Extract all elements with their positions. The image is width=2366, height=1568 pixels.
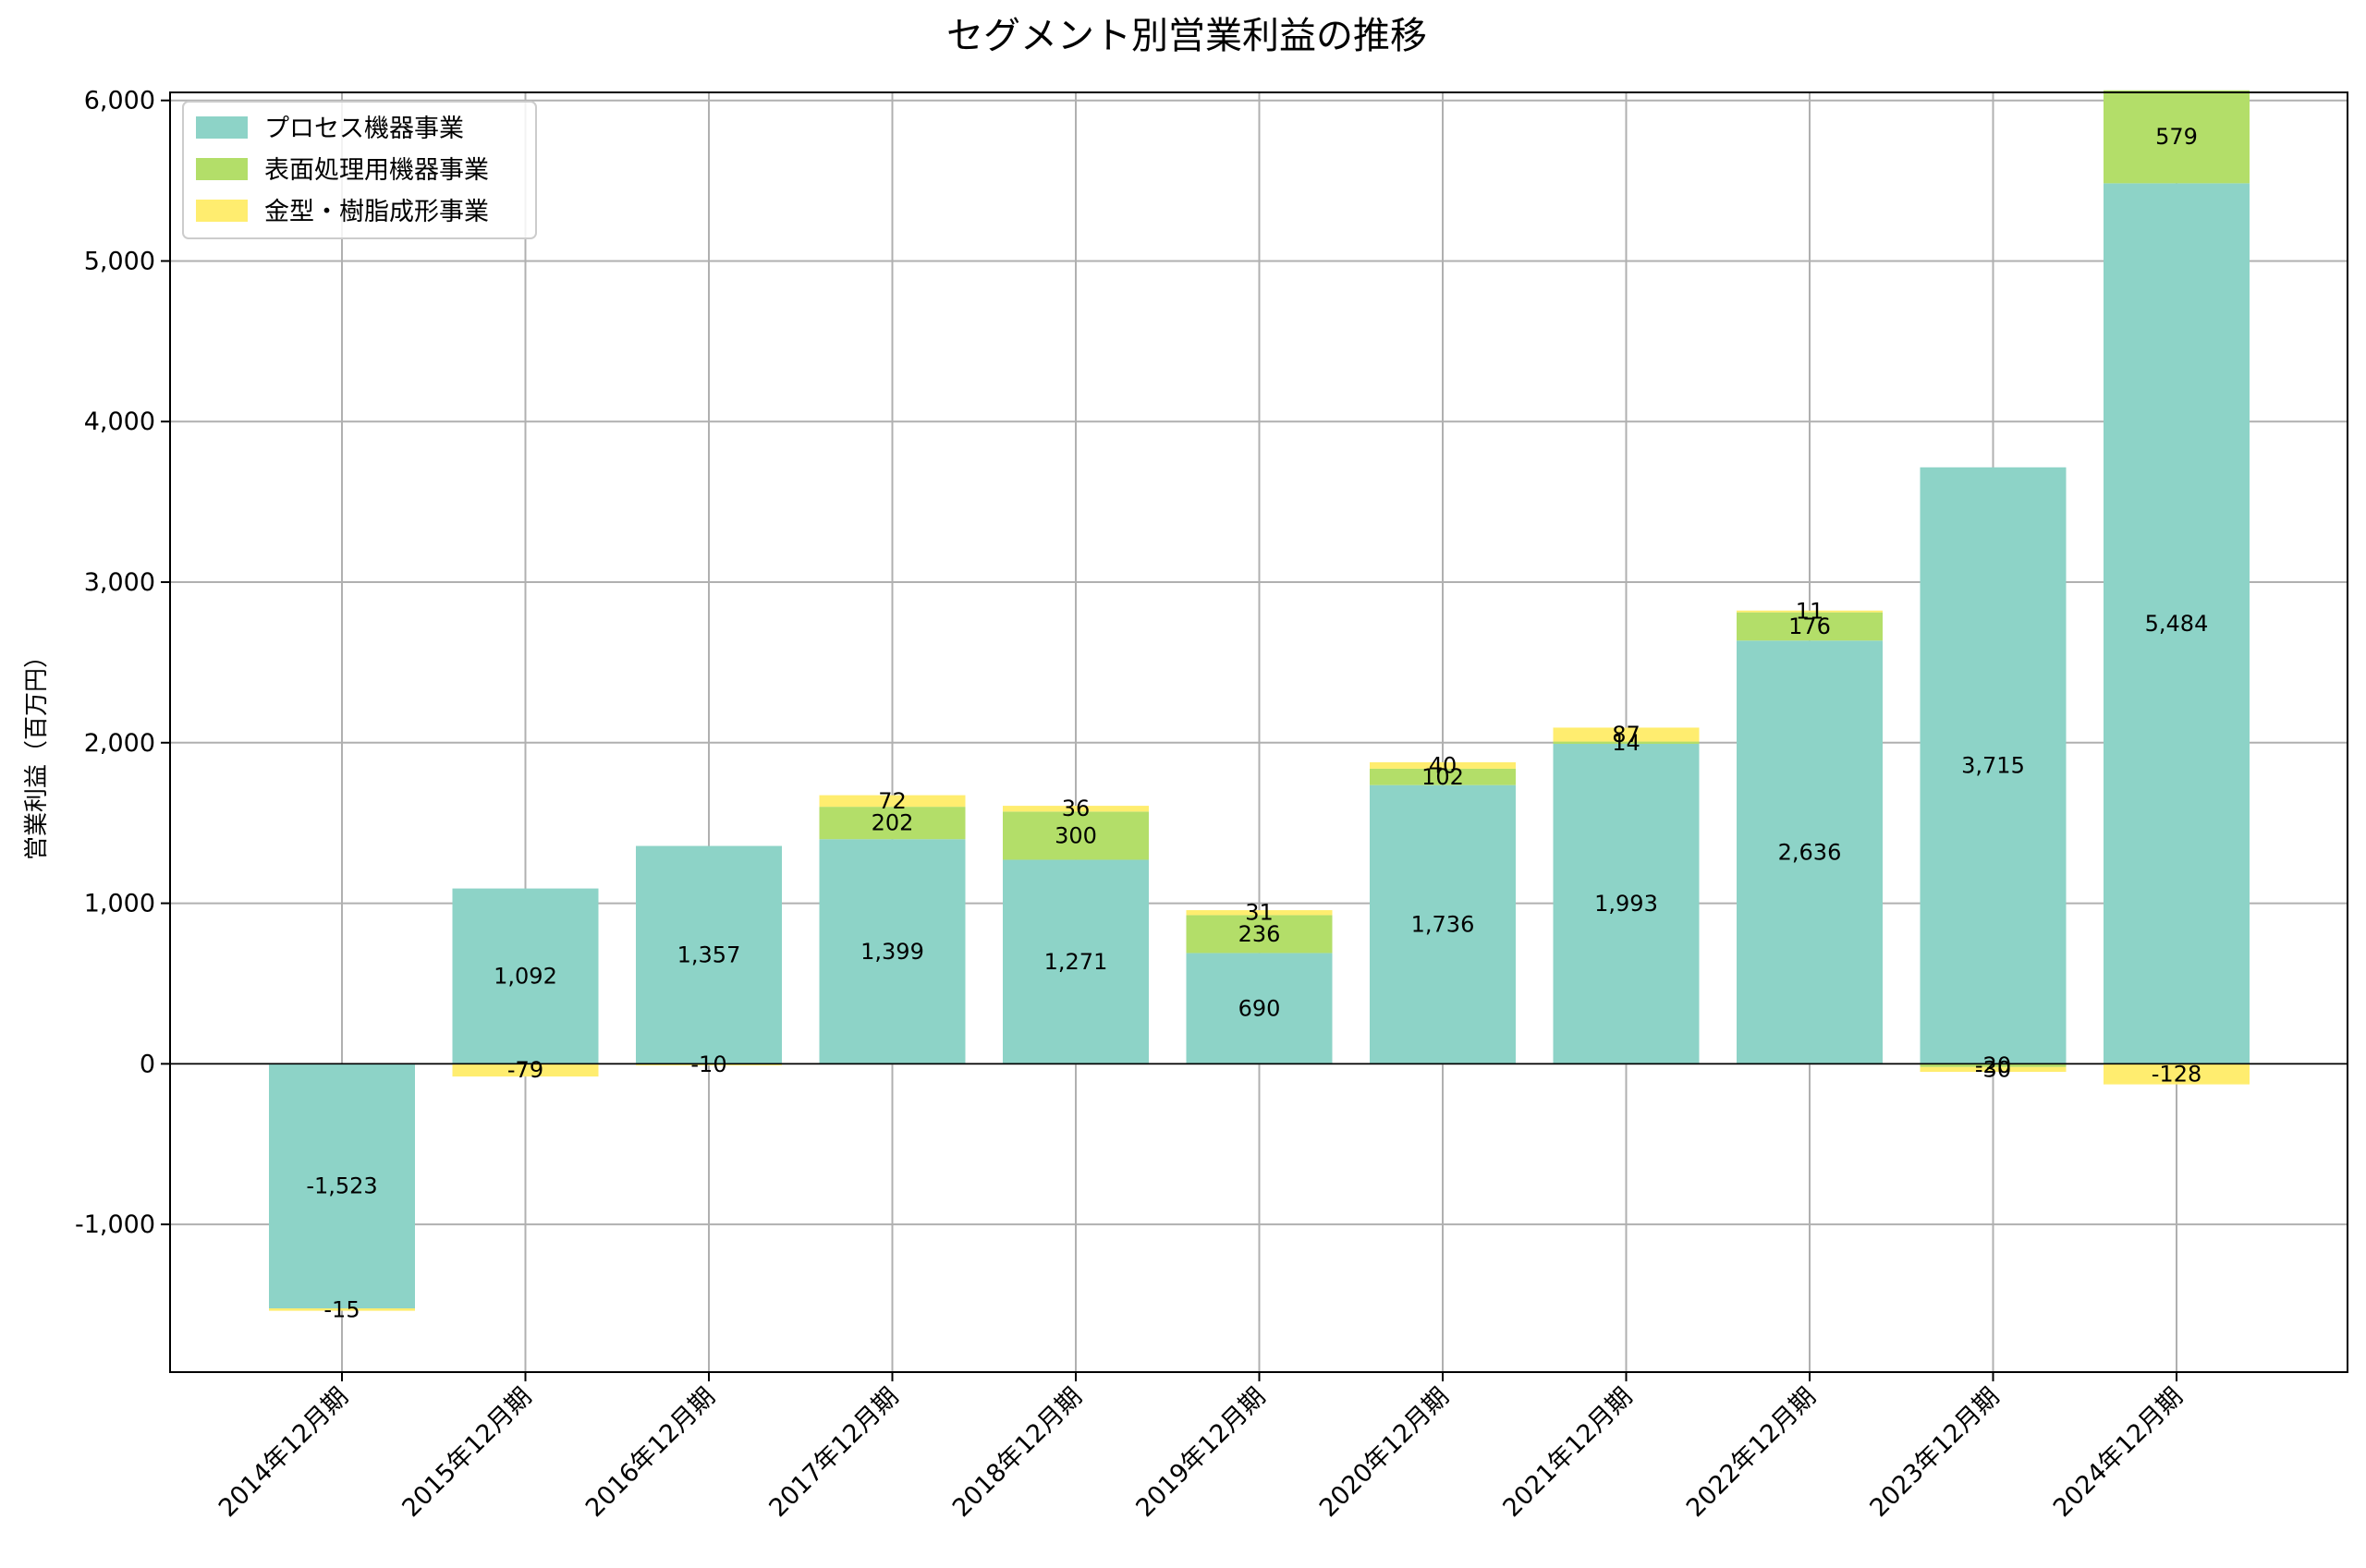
bar-segment — [2104, 90, 2250, 184]
data-label: 11 — [1796, 599, 1824, 625]
bar-segment — [452, 888, 599, 1064]
bar-segment — [819, 807, 966, 840]
bar-segment — [1920, 1064, 2067, 1067]
y-axis-label: 営業利益（百万円） — [23, 644, 51, 860]
data-label: 202 — [872, 810, 914, 836]
data-label: -10 — [690, 1051, 726, 1077]
x-tick-label: 2023年12月期 — [1864, 1382, 2005, 1523]
data-label: 690 — [1238, 995, 1281, 1021]
bar-segment — [269, 1308, 415, 1311]
x-tick-label: 2014年12月期 — [213, 1382, 354, 1523]
data-label: 2,636 — [1778, 839, 1842, 865]
bar-segment — [1920, 1066, 2067, 1073]
data-label: 5,484 — [2145, 611, 2209, 637]
y-tick-label: 1,000 — [84, 890, 155, 918]
data-label: -20 — [1975, 1052, 2011, 1078]
bar-segment — [452, 1064, 599, 1077]
bar-segment — [1186, 910, 1333, 916]
bar-segment — [1370, 768, 1516, 785]
y-tick-label: 5,000 — [84, 247, 155, 275]
bars-layer — [269, 90, 2250, 1311]
data-label: -15 — [323, 1296, 360, 1322]
legend-swatch — [196, 116, 248, 139]
x-tick-label: 2016年12月期 — [580, 1382, 721, 1523]
data-label: -79 — [507, 1057, 543, 1083]
x-tick-label: 2024年12月期 — [2048, 1382, 2189, 1523]
data-label: 1,357 — [677, 942, 741, 967]
bar-segment — [1186, 915, 1333, 954]
legend-swatch — [196, 158, 248, 180]
x-tick-label: 2017年12月期 — [763, 1382, 904, 1523]
data-label: 1,092 — [494, 963, 557, 989]
y-tick-label: 2,000 — [84, 729, 155, 758]
x-tick-label: 2022年12月期 — [1681, 1382, 1822, 1523]
data-label: -1,523 — [306, 1173, 377, 1199]
data-label: 300 — [1055, 822, 1097, 848]
bar-segment — [1553, 741, 1700, 745]
y-tick-label: 0 — [140, 1050, 155, 1078]
plot-frame — [169, 91, 2348, 1373]
y-tick-label: -1,000 — [75, 1210, 155, 1239]
bar-segment — [1737, 640, 1883, 1064]
bar-segment — [269, 1064, 415, 1309]
data-label: 87 — [1612, 722, 1640, 748]
bar-segment — [1003, 806, 1149, 812]
data-label: 1,271 — [1044, 949, 1108, 975]
bar-segment — [1737, 610, 1883, 613]
data-label: 579 — [2155, 124, 2198, 150]
data-label: -30 — [1975, 1056, 2011, 1082]
x-tick-label: 2015年12月期 — [396, 1382, 537, 1523]
data-label: 1,399 — [860, 939, 924, 965]
bar-segment — [636, 845, 782, 1064]
legend-label: 金型・樹脂成形事業 — [264, 198, 489, 226]
data-label: -128 — [2152, 1061, 2201, 1087]
data-label: 40 — [1429, 752, 1457, 778]
y-tick-label: 4,000 — [84, 407, 155, 436]
bar-segment — [1370, 761, 1516, 769]
data-label: 36 — [1062, 796, 1091, 821]
legend-label: プロセス機器事業 — [264, 115, 464, 143]
x-tick-label: 2020年12月期 — [1314, 1382, 1455, 1523]
bar-segment — [1553, 744, 1700, 1064]
data-label: 3,715 — [1961, 753, 2025, 779]
bar-segment — [819, 839, 966, 1064]
legend-box — [182, 101, 537, 239]
legend-swatch — [196, 200, 248, 222]
data-label: 14 — [1612, 730, 1640, 756]
bar-segment — [1920, 467, 2067, 1064]
bar-segment — [2104, 183, 2250, 1064]
x-tick-label: 2018年12月期 — [947, 1382, 1088, 1523]
data-label: 1,736 — [1411, 912, 1475, 938]
bar-segment — [1553, 727, 1700, 742]
y-tick-label: 3,000 — [84, 568, 155, 597]
bar-segment — [819, 795, 966, 808]
x-tick-label: 2019年12月期 — [1130, 1382, 1271, 1523]
data-label: 176 — [1788, 614, 1831, 639]
x-tick-label: 2021年12月期 — [1497, 1382, 1638, 1523]
bar-segment — [1003, 859, 1149, 1064]
data-label: 236 — [1238, 921, 1281, 947]
data-label: 72 — [878, 788, 907, 814]
bar-segment — [1003, 811, 1149, 860]
data-label: 1,993 — [1594, 891, 1658, 917]
chart-title: セグメント別営業利益の推移 — [946, 15, 1427, 57]
bar-segment — [1186, 953, 1333, 1064]
bar-segment — [636, 1064, 782, 1066]
legend-label: 表面処理用機器事業 — [264, 156, 489, 185]
labels-layer: -1,523 1,092 1,357 1,399 1,271 690 1,736 1,993 2… — [306, 124, 2208, 1322]
bar-segment — [1370, 784, 1516, 1064]
data-label: 31 — [1245, 900, 1274, 926]
data-label: 102 — [1421, 764, 1464, 790]
y-tick-label: 6,000 — [84, 87, 155, 115]
bar-segment — [2104, 1064, 2250, 1085]
bar-segment — [1737, 612, 1883, 641]
